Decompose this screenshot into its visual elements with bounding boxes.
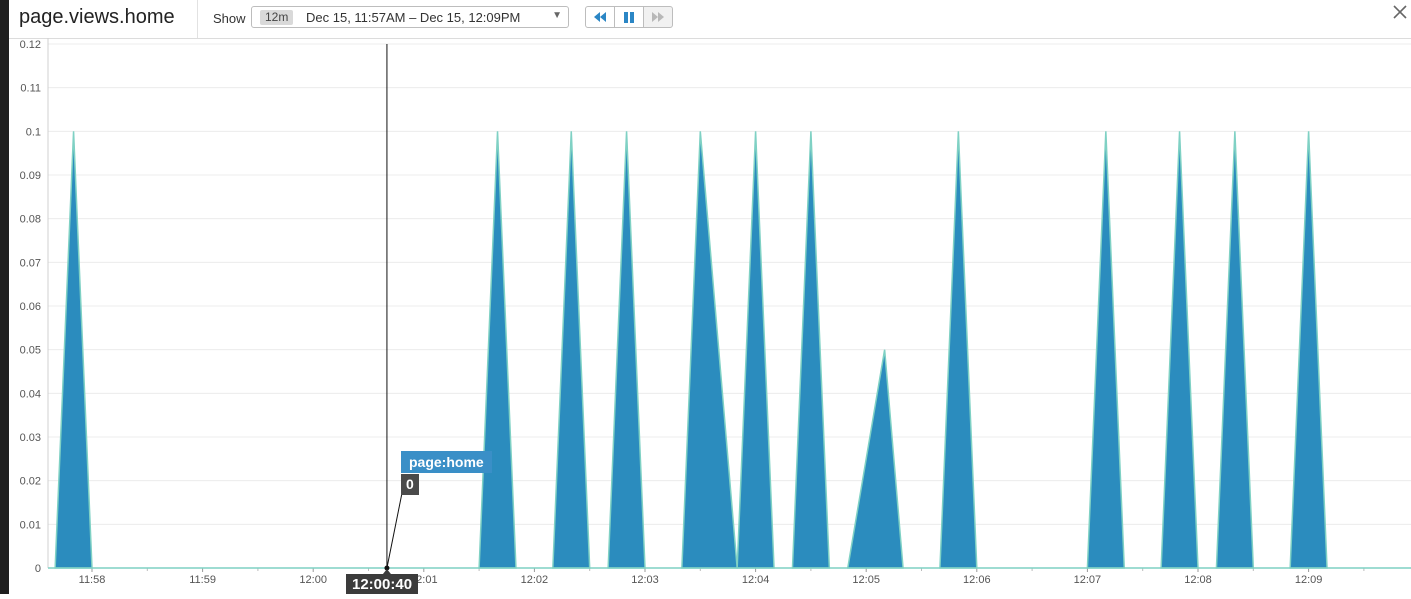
y-tick-label: 0.06 <box>20 301 41 313</box>
y-tick-label: 0.01 <box>20 519 41 531</box>
show-label: Show <box>213 11 246 26</box>
x-tick-label: 12:06 <box>963 574 991 586</box>
cursor-time-label: 12:00:40 <box>346 574 419 594</box>
x-tick-label: 11:58 <box>79 574 106 586</box>
y-tick-label: 0.09 <box>20 170 41 182</box>
y-tick-label: 0.12 <box>20 39 41 51</box>
header-divider <box>197 0 198 38</box>
y-tick-label: 0.03 <box>20 432 41 444</box>
range-text: Dec 15, 11:57AM – Dec 15, 12:09PM <box>306 10 521 25</box>
tooltip-value: 0 <box>401 474 419 495</box>
x-tick-label: 12:03 <box>631 574 659 586</box>
y-tick-label: 0.07 <box>20 257 41 269</box>
y-tick-label: 0.02 <box>20 476 41 488</box>
cursor-time-pointer <box>382 569 391 574</box>
fast-forward-button[interactable] <box>643 6 673 28</box>
rewind-icon <box>594 12 606 22</box>
tooltip-leader-line <box>386 492 403 569</box>
y-tick-label: 0.05 <box>20 345 41 357</box>
y-tick-label: 0.11 <box>20 83 41 95</box>
area-peak <box>846 349 904 569</box>
y-tick-label: 0 <box>35 563 41 575</box>
cursor-point <box>384 565 390 571</box>
range-duration-badge: 12m <box>260 10 294 25</box>
close-icon[interactable] <box>1392 4 1408 20</box>
playback-controls <box>585 6 673 28</box>
y-tick-label: 0.08 <box>20 214 41 226</box>
graph-header: page.views.home Show 12m Dec 15, 11:57AM… <box>9 0 1411 39</box>
x-tick-label: 12:05 <box>852 574 880 586</box>
tooltip-series-label: page:home <box>401 451 492 473</box>
x-tick-label: 11:59 <box>189 574 216 586</box>
fast-forward-icon <box>652 12 664 22</box>
pause-icon <box>624 11 634 23</box>
window-edge <box>0 0 9 594</box>
x-tick-label: 12:07 <box>1074 574 1102 586</box>
x-tick-label: 12:02 <box>521 574 549 586</box>
x-tick-label: 12:00 <box>299 574 327 586</box>
x-tick-label: 12:04 <box>742 574 770 586</box>
time-range-select[interactable]: 12m Dec 15, 11:57AM – Dec 15, 12:09PM ▼ <box>251 6 569 28</box>
y-tick-label: 0.04 <box>20 388 41 400</box>
x-tick-label: 12:09 <box>1295 574 1323 586</box>
chevron-down-icon: ▼ <box>552 10 562 21</box>
x-tick-label: 12:08 <box>1184 574 1212 586</box>
y-tick-label: 0.1 <box>26 126 41 138</box>
graph-title: page.views.home <box>19 6 175 28</box>
